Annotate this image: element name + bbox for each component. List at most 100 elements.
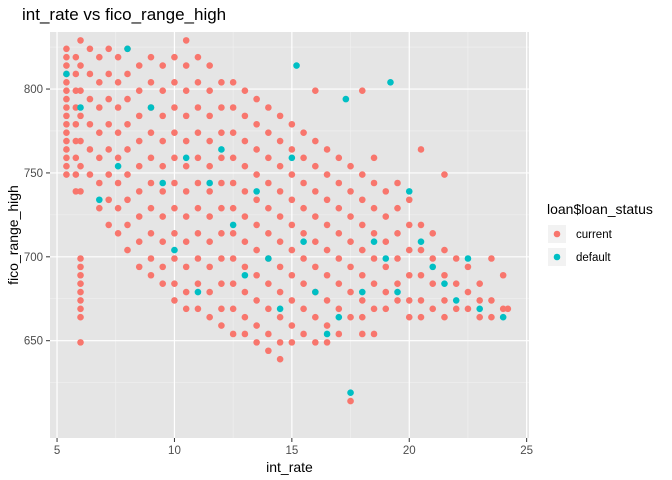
data-point-current <box>218 179 225 187</box>
data-point-default <box>114 162 122 170</box>
data-point-current <box>147 179 155 187</box>
data-point-current <box>171 179 178 187</box>
data-point-current <box>218 280 225 287</box>
data-point-current <box>135 62 143 69</box>
data-point-current <box>114 79 122 86</box>
data-point-default <box>229 221 237 229</box>
data-point-current <box>335 330 343 338</box>
data-point-current <box>405 196 413 204</box>
data-point-current <box>77 62 84 69</box>
data-point-current <box>253 221 260 229</box>
data-point-current <box>206 62 213 69</box>
data-point-current <box>265 280 272 287</box>
data-point-default <box>335 313 343 321</box>
data-point-current <box>182 87 190 95</box>
data-point-current <box>464 288 472 296</box>
data-point-current <box>429 305 437 313</box>
data-point-current <box>241 112 249 120</box>
data-point-current <box>452 280 460 287</box>
data-point-current <box>429 255 437 262</box>
data-point-current <box>394 255 401 262</box>
data-point-current <box>417 246 425 254</box>
data-point-current <box>171 204 178 212</box>
data-point-current <box>347 213 354 220</box>
data-point-current <box>241 137 249 145</box>
data-point-default <box>323 330 331 338</box>
data-point-current <box>147 230 155 237</box>
data-point-current <box>114 104 122 111</box>
data-point-current <box>265 179 272 187</box>
y-tick-label: 800 <box>24 84 43 96</box>
data-point-default <box>182 154 190 162</box>
data-point-current <box>417 146 425 153</box>
data-point-current <box>171 79 178 86</box>
data-point-current <box>312 213 319 220</box>
data-point-current <box>147 255 155 262</box>
data-point-current <box>276 313 284 321</box>
y-axis-ticks: 650 700 750 800 <box>24 84 50 348</box>
data-point-current <box>124 196 131 204</box>
data-point-current <box>288 120 296 128</box>
data-point-current <box>114 129 122 136</box>
data-point-current <box>229 230 237 237</box>
data-point-current <box>358 271 366 279</box>
legend-title: loan$loan_status <box>547 201 653 217</box>
data-point-current <box>77 271 84 279</box>
data-point-current <box>63 129 70 136</box>
data-point-current <box>300 230 307 237</box>
data-point-default <box>147 104 155 111</box>
data-point-current <box>77 280 84 287</box>
data-point-current <box>147 271 155 279</box>
data-point-current <box>72 104 80 111</box>
data-point-default <box>194 288 202 296</box>
data-point-current <box>229 204 237 212</box>
data-point-current <box>206 188 213 195</box>
data-point-current <box>229 280 237 287</box>
data-point-current <box>464 263 472 271</box>
x-tick-label: 15 <box>285 445 298 457</box>
data-point-current <box>241 330 249 338</box>
data-point-current <box>63 45 70 53</box>
data-point-current <box>452 305 460 313</box>
data-point-current <box>241 263 249 271</box>
data-point-current <box>218 104 225 111</box>
data-point-current <box>77 137 84 145</box>
data-point-current <box>147 204 155 212</box>
data-point-current <box>253 196 260 204</box>
data-point-current <box>347 188 354 195</box>
data-point-current <box>300 179 307 187</box>
data-point-current <box>405 313 413 321</box>
data-point-current <box>312 137 319 145</box>
data-point-current <box>229 330 237 338</box>
data-point-default <box>476 305 483 313</box>
y-tick-label: 750 <box>24 168 43 180</box>
data-point-current <box>206 213 213 220</box>
data-point-default <box>312 288 319 296</box>
data-point-current <box>265 204 272 212</box>
data-point-current <box>114 179 122 187</box>
data-point-current <box>206 87 213 95</box>
data-point-current <box>96 53 103 61</box>
data-point-current <box>241 87 249 95</box>
data-point-current <box>265 154 272 162</box>
x-tick-label: 10 <box>168 445 181 457</box>
data-point-current <box>312 238 319 246</box>
data-point-current <box>417 221 425 229</box>
data-point-default <box>358 288 366 296</box>
data-point-current <box>86 70 94 78</box>
data-point-default <box>159 179 167 187</box>
data-point-current <box>182 62 190 69</box>
data-point-current <box>63 53 70 61</box>
data-point-default <box>218 146 225 153</box>
data-point-current <box>171 53 178 61</box>
data-point-current <box>171 104 178 111</box>
data-point-current <box>312 87 319 95</box>
data-point-current <box>382 263 390 271</box>
data-point-current <box>499 305 507 313</box>
data-point-current <box>417 313 425 321</box>
data-point-current <box>124 70 131 78</box>
data-point-current <box>347 162 354 170</box>
data-point-current <box>276 339 284 346</box>
data-point-current <box>77 305 84 313</box>
